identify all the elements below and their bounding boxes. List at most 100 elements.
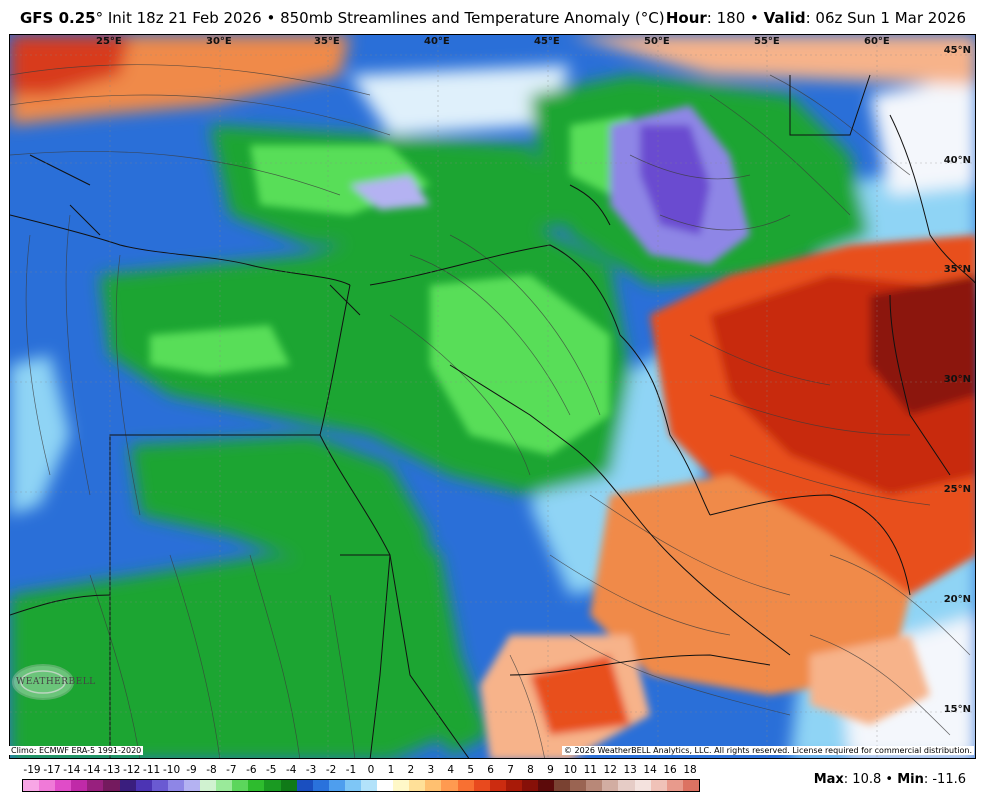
colorbar-swatch bbox=[377, 780, 394, 791]
colorbar-tick-label: -10 bbox=[162, 764, 181, 776]
lat-label: 45°N bbox=[943, 45, 971, 56]
colorbar-tick-label: 3 bbox=[427, 764, 435, 776]
colorbar-tick-label: 18 bbox=[683, 764, 697, 776]
colorbar-tick-label: -9 bbox=[186, 764, 197, 776]
min-label: Min bbox=[897, 772, 924, 787]
colorbar-tick-label: -11 bbox=[143, 764, 161, 776]
colorbar-swatch bbox=[23, 780, 40, 791]
colorbar-swatch bbox=[312, 780, 329, 791]
colorbar-tick-label: -6 bbox=[246, 764, 257, 776]
lon-label: 40°E bbox=[424, 36, 450, 47]
lat-label: 15°N bbox=[943, 704, 971, 715]
anomaly-map[interactable]: 25°E 30°E 35°E 40°E 45°E 50°E 55°E 60°E … bbox=[9, 34, 976, 759]
colorbar-tick-label: 12 bbox=[603, 764, 617, 776]
colorbar-swatch bbox=[505, 780, 522, 791]
colorbar-swatch bbox=[393, 780, 410, 791]
colorbar-swatch bbox=[554, 780, 571, 791]
colorbar-tick-label: 9 bbox=[547, 764, 554, 776]
anomaly-shading-inner bbox=[150, 105, 975, 758]
colorbar-swatch bbox=[151, 780, 168, 791]
colorbar-swatch bbox=[666, 780, 683, 791]
lon-label: 25°E bbox=[96, 36, 122, 47]
colorbar-swatch bbox=[441, 780, 458, 791]
colorbar-swatch bbox=[296, 780, 313, 791]
colorbar-tick-label: 6 bbox=[487, 764, 494, 776]
weatherbell-logo-icon bbox=[12, 664, 74, 700]
colorbar-swatch bbox=[87, 780, 104, 791]
colorbar-tick-label: -2 bbox=[325, 764, 337, 776]
climo-note: Climo: ECMWF ERA-5 1991-2020 bbox=[9, 746, 144, 755]
colorbar-swatch bbox=[280, 780, 297, 791]
borders bbox=[10, 74, 975, 758]
colorbar-swatch bbox=[650, 780, 667, 791]
colorbar-tick-label: -3 bbox=[305, 764, 317, 776]
streamlines bbox=[10, 64, 971, 758]
hour-label: Hour bbox=[665, 9, 707, 27]
colorbar-swatch bbox=[232, 780, 249, 791]
colorbar-swatch bbox=[521, 780, 538, 791]
colorbar-tick-labels: -19 -17 -14 -14 -13 -12 -11 -10 -9 -8 -7 -6 -5 -4 -3 -2… bbox=[22, 764, 700, 778]
colorbar-swatch bbox=[425, 780, 442, 791]
colorbar-swatch bbox=[119, 780, 136, 791]
lon-label: 50°E bbox=[644, 36, 670, 47]
header: GFS 0.25° Init 18z 21 Feb 2026 • 850mb S… bbox=[0, 0, 984, 34]
colorbar-swatch bbox=[618, 780, 635, 791]
colorbar-swatch bbox=[538, 780, 555, 791]
colorbar-tick-label: -14 bbox=[83, 764, 101, 776]
colorbar-swatch bbox=[602, 780, 619, 791]
model-name: GFS 0.25 bbox=[20, 9, 96, 27]
colorbar-tick-label: 14 bbox=[643, 764, 657, 776]
colorbar-tick-label: -13 bbox=[103, 764, 121, 776]
colorbar-swatch bbox=[682, 780, 699, 791]
lon-label: 30°E bbox=[206, 36, 232, 47]
colorbar-swatch bbox=[167, 780, 184, 791]
colorbar-tick-label: 4 bbox=[447, 764, 455, 776]
colorbar-tick-label: 1 bbox=[387, 764, 395, 776]
colorbar-swatch bbox=[183, 780, 201, 791]
colorbar-swatch bbox=[360, 780, 378, 791]
lon-label: 60°E bbox=[864, 36, 890, 47]
colorbar-swatch bbox=[586, 780, 603, 791]
min-value: : -11.6 bbox=[923, 772, 966, 787]
colorbar-swatch bbox=[264, 780, 281, 791]
colorbar-swatch bbox=[473, 780, 490, 791]
colorbar-tick-label: -4 bbox=[285, 764, 297, 776]
colorbar-tick-label: 8 bbox=[527, 764, 534, 776]
colorbar-swatch bbox=[570, 780, 587, 791]
map-subtitle: Init 18z 21 Feb 2026 • 850mb Streamlines… bbox=[103, 9, 665, 27]
colorbar-tick-label: 2 bbox=[407, 764, 415, 776]
colorbar-swatch bbox=[55, 780, 72, 791]
copyright-note: © 2026 WeatherBELL Analytics, LLC. All r… bbox=[562, 746, 974, 755]
colorbar-tick-label: 0 bbox=[367, 764, 375, 776]
colorbar-tick-label: 7 bbox=[507, 764, 514, 776]
map-canvas bbox=[10, 35, 975, 758]
lon-label: 45°E bbox=[534, 36, 560, 47]
colorbar-swatch bbox=[135, 780, 152, 791]
colorbar-swatch bbox=[103, 780, 120, 791]
lat-label: 35°N bbox=[943, 264, 971, 275]
colorbar-tick-label: 5 bbox=[467, 764, 474, 776]
colorbar-swatch bbox=[200, 780, 217, 791]
colorbar-tick-label: -14 bbox=[63, 764, 81, 776]
colorbar-swatch bbox=[216, 780, 233, 791]
colorbar-tick-label: -7 bbox=[226, 764, 237, 776]
colorbar-tick-label: -5 bbox=[266, 764, 277, 776]
colorbar-tick-label: -12 bbox=[123, 764, 141, 776]
colorbar-swatch bbox=[328, 780, 345, 791]
colorbar-swatch bbox=[344, 780, 361, 791]
colorbar-tick-label: 16 bbox=[663, 764, 677, 776]
colorbar-swatch bbox=[489, 780, 506, 791]
colorbar-tick-label: 13 bbox=[623, 764, 637, 776]
lat-label: 40°N bbox=[943, 155, 971, 166]
degree-symbol: ° bbox=[95, 9, 104, 27]
colorbar-swatch bbox=[71, 780, 88, 791]
colorbar-swatch bbox=[634, 780, 651, 791]
colorbar-swatch bbox=[39, 780, 56, 791]
forecast-time: Hour: 180 • Valid: 06z Sun 1 Mar 2026 bbox=[666, 9, 966, 27]
colorbar bbox=[22, 779, 700, 792]
lat-lon-grid bbox=[10, 35, 975, 758]
valid-label: Valid bbox=[763, 9, 806, 27]
lat-label: 25°N bbox=[943, 484, 971, 495]
map-title: GFS 0.25° Init 18z 21 Feb 2026 • 850mb S… bbox=[20, 9, 665, 27]
logo-text: WEATHERBELL bbox=[16, 677, 96, 687]
